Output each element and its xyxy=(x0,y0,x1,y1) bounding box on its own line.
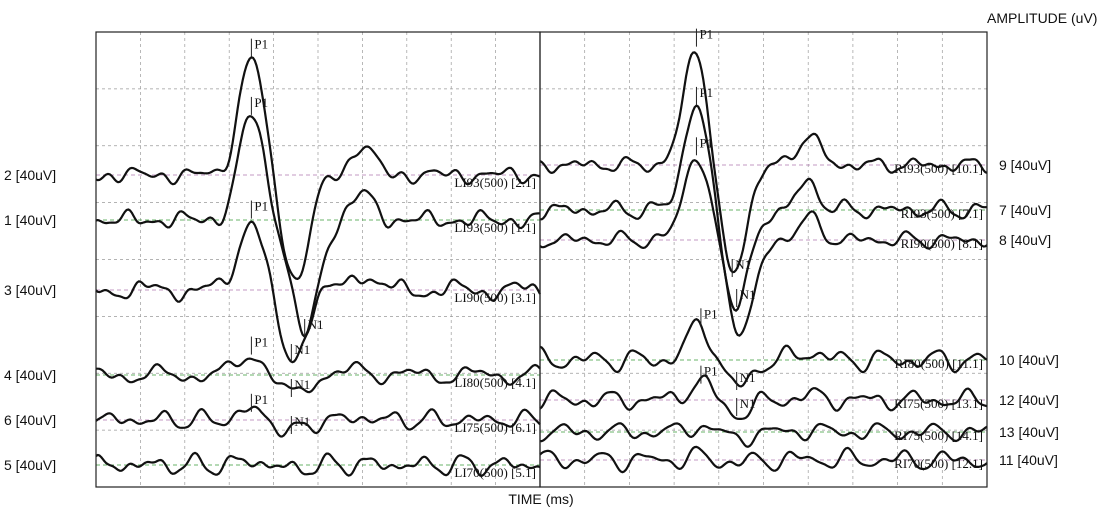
n1-peak-label: N1 xyxy=(308,317,324,332)
p1-peak-label: P1 xyxy=(254,95,268,110)
trace-name-label: LI80(500) [4.1] xyxy=(454,375,536,390)
n1-peak-label: N1 xyxy=(735,257,751,272)
p1-peak-label: P1 xyxy=(254,335,268,350)
peak-markers: P1 P1 N1 P1 N1 P1 N1 P1 N1 P1 N1 P1 N1 P1 P1 N1 P1 N1 xyxy=(250,27,756,434)
trace-name-label: RI75(500) [13.1] xyxy=(894,396,983,411)
channel-label: 2 [40uV] xyxy=(4,167,56,183)
n1-peak-label: N1 xyxy=(294,414,310,429)
trace-name-label: LI93(500) [2.1] xyxy=(454,175,536,190)
trace-name-label: RI90(500) [8.1] xyxy=(901,236,983,251)
trace-name-label: LI93(500) [1.1] xyxy=(454,220,536,235)
n1-peak-label: N1 xyxy=(294,377,310,392)
p1-peak-label: P1 xyxy=(704,306,718,321)
n1-peak-label: N1 xyxy=(740,396,756,411)
waveform-trace xyxy=(540,422,988,448)
p1-peak-label: P1 xyxy=(254,37,268,52)
trace-name-label: RI93(500) [10.1] xyxy=(894,161,983,176)
channel-label: 10 [40uV] xyxy=(999,352,1059,368)
channel-label: 9 [40uV] xyxy=(999,157,1051,173)
channel-label: 5 [40uV] xyxy=(4,457,56,473)
trace-name-label: RI75(500) [14.1] xyxy=(894,428,983,443)
n1-peak-label: N1 xyxy=(740,370,756,385)
waveform-trace xyxy=(539,159,988,337)
channel-label: 3 [40uV] xyxy=(4,282,56,298)
waveform-trace xyxy=(95,56,541,280)
n1-peak-label: N1 xyxy=(740,287,756,302)
trace-name-label: RI80(500) [11.1] xyxy=(895,356,983,371)
waveform-trace xyxy=(96,357,541,394)
channel-label: 11 [40uV] xyxy=(999,452,1058,468)
channel-label: 4 [40uV] xyxy=(4,367,56,383)
chart-grid xyxy=(96,32,987,487)
right-panel-frame xyxy=(539,31,988,488)
waveform-trace xyxy=(539,445,988,474)
y-axis-label: AMPLITUDE (uV) xyxy=(987,10,1097,26)
waveform-trace xyxy=(95,405,541,438)
waveform-traces xyxy=(95,51,988,477)
channel-label: 7 [40uV] xyxy=(999,202,1051,218)
p1-peak-label: P1 xyxy=(704,364,718,379)
p1-peak-label: P1 xyxy=(699,85,713,100)
waveform-trace xyxy=(539,51,988,274)
p1-peak-label: P1 xyxy=(254,199,268,214)
channel-label: 6 [40uV] xyxy=(4,412,56,428)
p1-peak-label: P1 xyxy=(699,135,713,150)
channel-label: 12 [40uV] xyxy=(999,392,1059,408)
trace-name-label: LI75(500) [6.1] xyxy=(454,420,536,435)
trace-labels: LI93(500) [2.1] 2 [40uV] LI93(500) [1.1] 1 … xyxy=(4,157,1059,480)
trace-name-label: RI70(500) [12.1] xyxy=(894,456,983,471)
waveform-trace xyxy=(95,115,540,338)
p1-peak-label: P1 xyxy=(699,27,713,42)
channel-label: 13 [40uV] xyxy=(999,424,1059,440)
trace-name-label: LI90(500) [3.1] xyxy=(454,290,536,305)
n1-peak-label: N1 xyxy=(294,342,310,357)
channel-label: 8 [40uV] xyxy=(999,232,1051,248)
waveform-trace xyxy=(95,220,541,364)
channel-label: 1 [40uV] xyxy=(4,212,56,228)
waveform-trace xyxy=(539,318,988,388)
waveform-trace xyxy=(95,451,541,477)
trace-name-label: RI93(500) [7.1] xyxy=(901,206,983,221)
p1-peak-label: P1 xyxy=(254,392,268,407)
waveform-trace xyxy=(540,104,988,312)
waveform-trace xyxy=(539,374,988,420)
x-axis-label: TIME (ms) xyxy=(508,491,573,507)
trace-name-label: LI70(500) [5.1] xyxy=(454,465,536,480)
